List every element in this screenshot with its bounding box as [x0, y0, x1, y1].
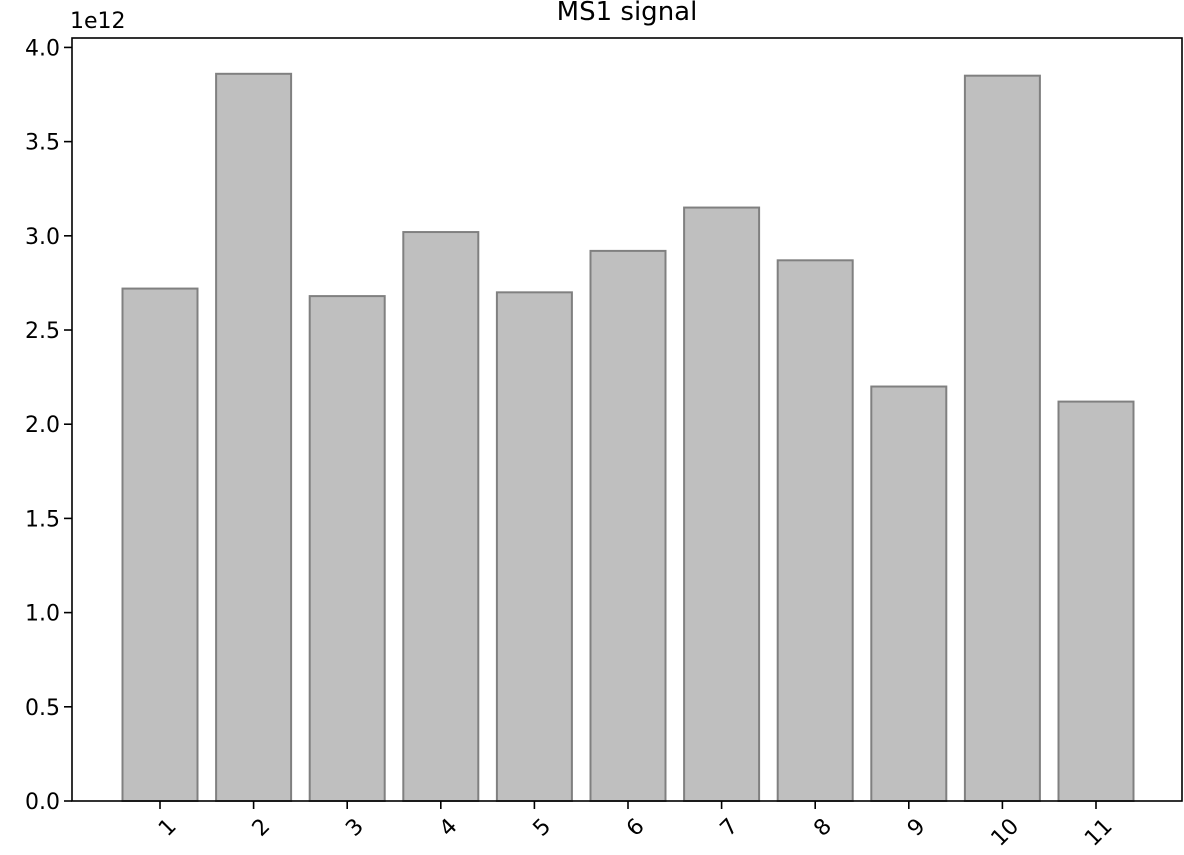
- bar-1: [121, 287, 199, 802]
- x-tick-label: 5: [529, 814, 557, 842]
- bar-3: [308, 295, 386, 802]
- x-tick-label: 6: [622, 814, 650, 842]
- y-tick-label: 4.0: [25, 36, 60, 61]
- y-tick-label: 3.0: [25, 225, 60, 250]
- bar-8: [776, 259, 854, 802]
- x-tick-label: 4: [435, 814, 463, 842]
- x-axis: 1 2 3 4 5 6 7 8 9 10 11: [154, 801, 1118, 851]
- bar-2: [215, 72, 293, 803]
- x-tick-label: 2: [248, 814, 276, 842]
- bars-group: [121, 72, 1135, 803]
- bar-6: [589, 249, 667, 802]
- y-axis: 0.0 0.5 1.0 1.5 2.0 2.5 3.0 3.5 4.0: [25, 36, 72, 815]
- x-tick-label: 3: [341, 814, 369, 842]
- bar-7: [683, 206, 761, 802]
- y-axis-offset-label: 1e12: [70, 9, 126, 34]
- x-tick-label: 8: [809, 814, 837, 842]
- x-tick-label: 9: [903, 814, 931, 842]
- y-tick-label: 1.5: [25, 507, 60, 532]
- bar-10: [963, 74, 1041, 803]
- x-tick-label: 10: [987, 814, 1024, 851]
- bar-9: [870, 385, 948, 802]
- y-tick-label: 0.5: [25, 696, 60, 721]
- x-tick-label: 11: [1080, 814, 1117, 851]
- x-tick-label: 1: [154, 814, 182, 842]
- bar-11: [1057, 400, 1135, 802]
- chart-title: MS1 signal: [557, 0, 698, 27]
- y-tick-label: 1.0: [25, 602, 60, 627]
- y-tick-label: 2.0: [25, 413, 60, 438]
- bar-4: [402, 231, 480, 803]
- y-tick-label: 0.0: [25, 790, 60, 815]
- plot-frame: [71, 37, 1183, 802]
- x-tick-label: 7: [716, 814, 744, 842]
- y-tick-label: 3.5: [25, 131, 60, 156]
- y-tick-label: 2.5: [25, 319, 60, 344]
- bar-5: [495, 291, 573, 802]
